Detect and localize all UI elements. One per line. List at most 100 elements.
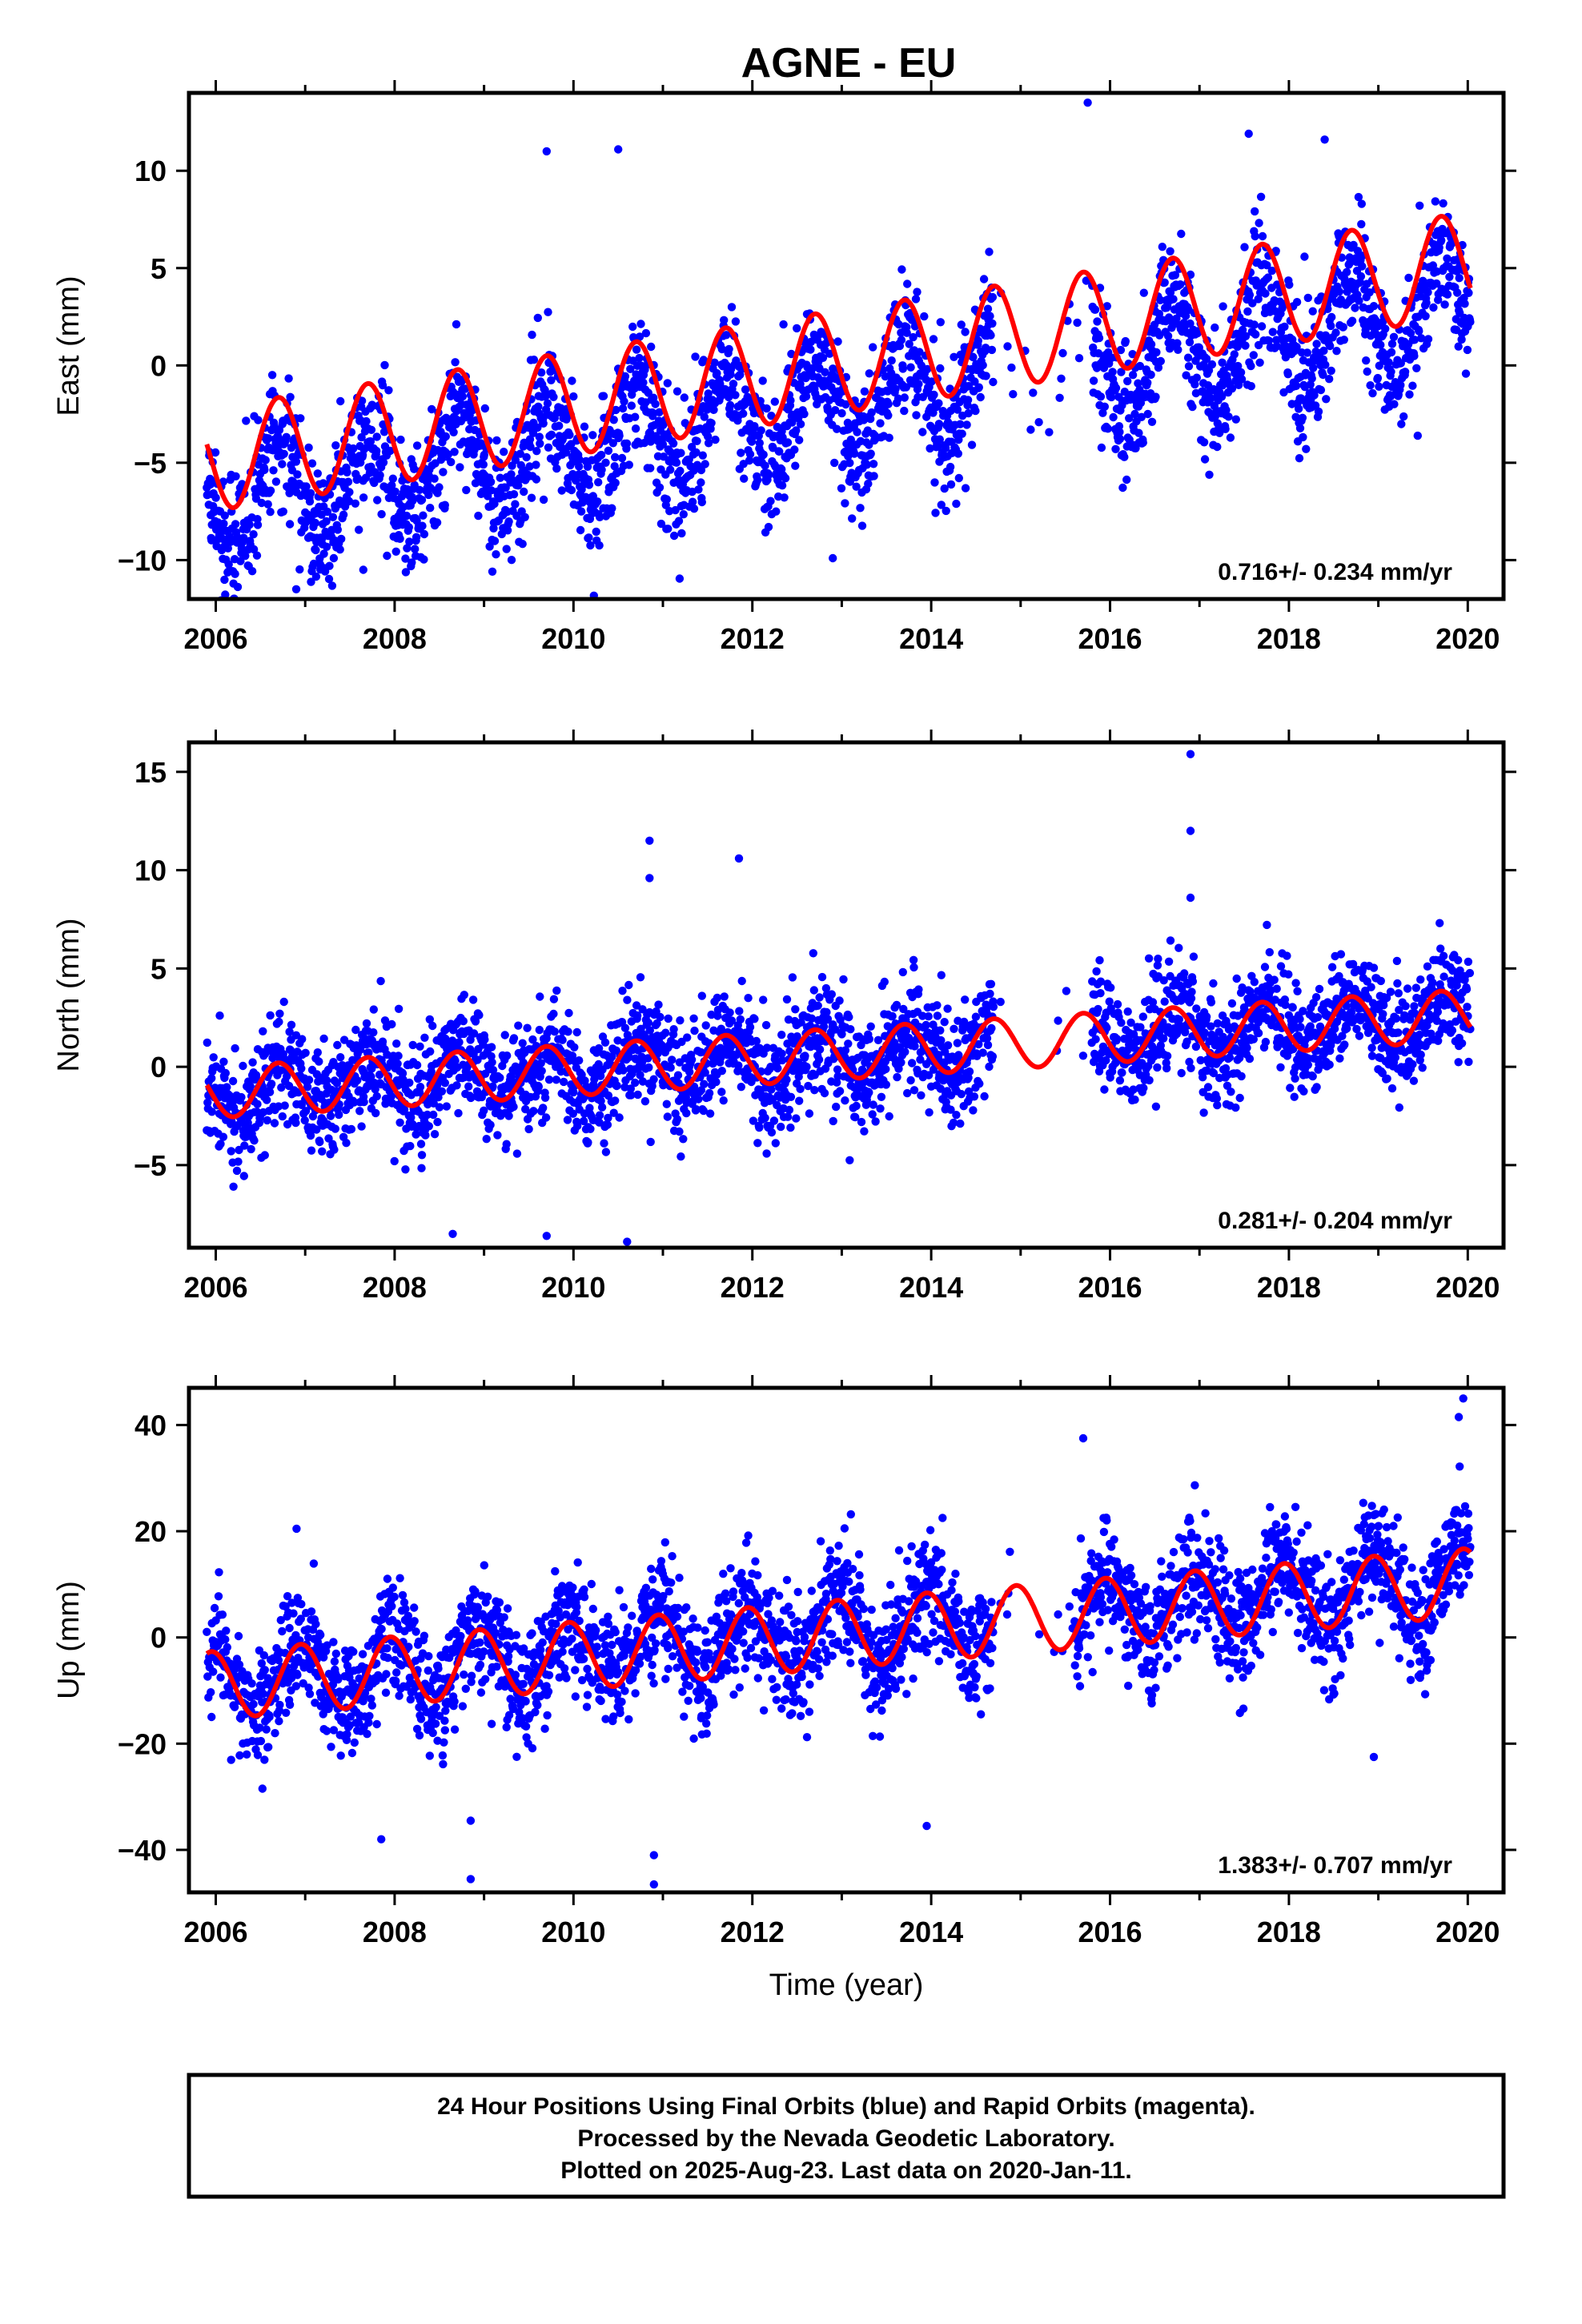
data-point (309, 559, 319, 569)
data-point (900, 406, 909, 416)
data-point (1250, 320, 1259, 329)
data-point (550, 1027, 559, 1036)
data-point (918, 428, 927, 436)
data-point (1209, 1068, 1219, 1078)
data-point (231, 472, 240, 480)
data-point (1241, 341, 1250, 350)
data-point (623, 1031, 632, 1039)
data-point (535, 432, 544, 441)
data-point (426, 504, 435, 513)
data-point (246, 1082, 255, 1091)
data-point (1251, 231, 1259, 241)
data-point (860, 1127, 869, 1136)
data-point (891, 384, 900, 393)
data-point (263, 1096, 271, 1104)
data-point (559, 1077, 568, 1087)
data-point (1254, 295, 1263, 304)
data-point (676, 1016, 685, 1025)
data-point (761, 461, 769, 470)
data-point (411, 545, 420, 553)
data-point (401, 1165, 410, 1174)
data-point (800, 409, 809, 419)
data-point (1026, 425, 1035, 434)
data-point (1375, 382, 1383, 391)
data-point (841, 1046, 850, 1055)
data-point (536, 992, 544, 1001)
data-point (221, 590, 230, 599)
data-point (740, 474, 749, 483)
data-point (231, 1043, 239, 1053)
data-point (558, 1035, 567, 1044)
data-point (533, 423, 542, 432)
data-point (914, 985, 923, 994)
data-point (357, 432, 366, 442)
data-point (1116, 345, 1126, 355)
data-point (1185, 1057, 1194, 1067)
data-point (697, 1047, 705, 1057)
data-point (561, 448, 571, 457)
data-point (881, 1080, 891, 1089)
data-point (624, 980, 633, 990)
data-point (969, 1106, 978, 1115)
data-point (575, 462, 584, 471)
data-point (297, 1064, 306, 1073)
data-point (1243, 307, 1252, 316)
data-point (899, 1004, 908, 1014)
data-point (311, 572, 321, 581)
data-point (1466, 317, 1475, 327)
data-point (405, 1078, 414, 1088)
data-point (978, 360, 987, 370)
data-point (500, 448, 508, 456)
data-point (444, 450, 452, 459)
data-point (282, 432, 291, 441)
data-point (1146, 340, 1156, 349)
data-point (964, 408, 973, 418)
data-point (618, 404, 628, 413)
data-point (737, 976, 746, 986)
data-point (1241, 332, 1251, 340)
data-point (1102, 302, 1112, 311)
data-point (1218, 358, 1227, 367)
data-point (903, 279, 912, 288)
data-point (1120, 452, 1129, 461)
data-point (1192, 373, 1202, 382)
data-point (1199, 438, 1209, 447)
data-point (485, 542, 494, 551)
data-point (586, 541, 595, 550)
data-point (710, 358, 719, 367)
data-point (956, 420, 965, 428)
data-point (623, 995, 632, 1004)
data-point (720, 992, 729, 1001)
data-point (1102, 1023, 1111, 1032)
data-point (1363, 367, 1371, 376)
data-point (1421, 312, 1430, 320)
data-point (376, 976, 385, 986)
data-point (596, 1072, 605, 1080)
data-point (915, 348, 924, 356)
data-point (894, 1064, 903, 1073)
data-point (401, 554, 410, 563)
data-point (848, 514, 857, 523)
data-point (1162, 1051, 1172, 1060)
data-point (597, 465, 606, 474)
data-point (355, 1107, 364, 1116)
east-y-tick-label: 5 (151, 252, 167, 285)
data-point (699, 356, 708, 364)
data-point (322, 517, 331, 526)
data-point (620, 1023, 630, 1032)
data-point (771, 1139, 780, 1148)
data-point (815, 993, 824, 1002)
data-point (357, 396, 367, 405)
data-point (673, 1115, 682, 1124)
data-point (1245, 291, 1255, 300)
data-point (809, 949, 817, 958)
data-point (796, 420, 805, 428)
data-point (393, 1059, 402, 1068)
data-point (260, 1151, 269, 1160)
data-point (1213, 442, 1222, 452)
data-point (866, 414, 875, 424)
data-point (1144, 954, 1154, 963)
data-point (303, 1083, 312, 1092)
data-point (1264, 336, 1274, 345)
data-point (296, 414, 305, 423)
